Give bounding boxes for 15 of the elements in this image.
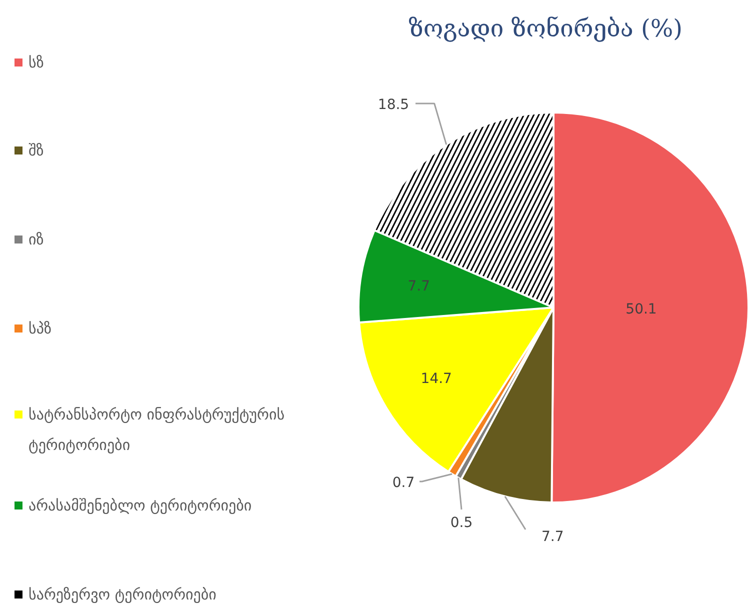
data-label: 7.7: [542, 529, 564, 545]
chart-title: ზოგადი ზონირება (%): [408, 14, 683, 42]
data-label: 7.7: [408, 278, 430, 295]
data-label: 0.7: [392, 475, 415, 491]
legend-label: სპზ: [28, 320, 52, 338]
legend-label: არასამშენებლო ტერიტორიები: [28, 496, 252, 514]
data-label: 18.5: [378, 97, 410, 113]
legend-label: სზ: [28, 54, 44, 72]
legend-label: იზ: [28, 230, 44, 248]
legend-label: სატრანსპორტო ინფრასტრუქტურის ტერიტორიები: [28, 406, 285, 454]
data-label: 14.7: [420, 371, 452, 388]
legend-label: სარეზერვო ტერიტორიები: [28, 586, 217, 604]
data-label: 50.1: [626, 301, 657, 318]
data-label: 0.5: [450, 515, 473, 531]
legend-label: შზ: [28, 142, 44, 160]
